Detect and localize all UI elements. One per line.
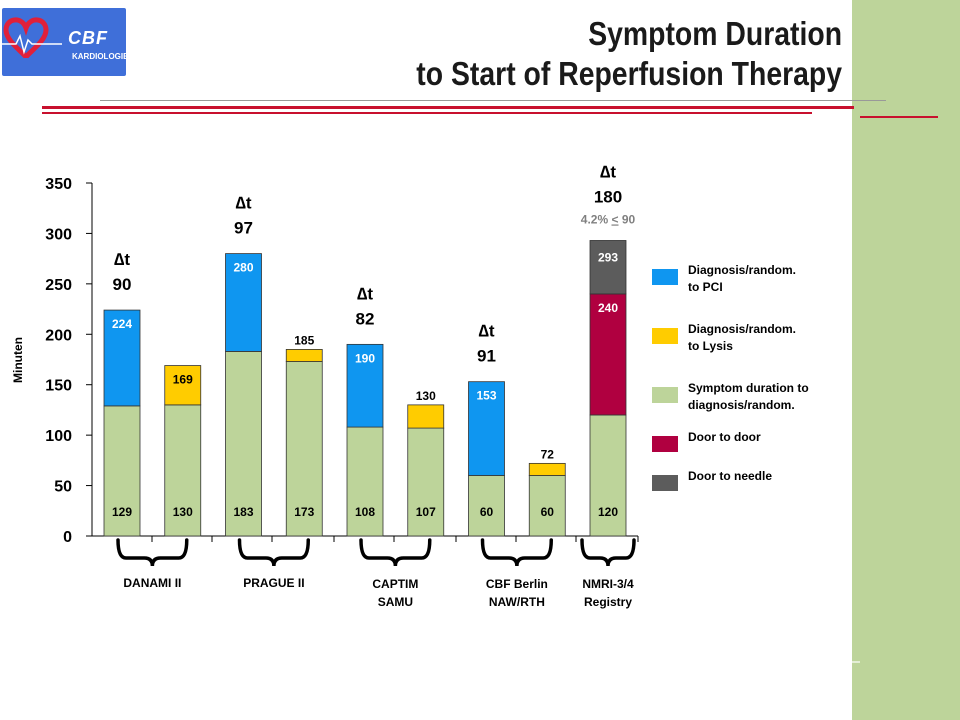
logo-text: CBF (68, 28, 108, 48)
delta-t-symbol: ∆t (235, 194, 251, 213)
ecg-decoration (775, 647, 860, 673)
bar-pci-segment (346, 343, 384, 428)
chart-axes: 0 50 100 150 200 250 300 350 Minuten (11, 176, 639, 546)
data-label-extra: 293 (598, 250, 618, 264)
data-label-base: 60 (480, 505, 494, 519)
slide-title-line1: Symptom Duration (588, 15, 842, 52)
y-tick-label: 350 (45, 176, 72, 193)
data-label-top: 280 (233, 261, 253, 275)
data-label-base: 130 (173, 505, 193, 519)
legend-label-pci: to PCI (688, 280, 723, 294)
group-brace (480, 538, 553, 567)
bar-symptom-segment (528, 475, 566, 537)
legend-label-lysis: to Lysis (688, 339, 733, 353)
bar-symptom-segment (164, 404, 202, 537)
data-label-top: 224 (112, 317, 132, 331)
side-band (852, 0, 960, 720)
data-label-top: 169 (173, 373, 193, 387)
y-tick-label: 250 (45, 277, 72, 294)
bar-symptom-segment (285, 361, 323, 537)
title-rule-red-3 (860, 116, 938, 118)
legend-swatch-symptom (652, 387, 678, 403)
bar-lysis-segment (285, 349, 323, 362)
delta-t-symbol: ∆t (357, 284, 373, 303)
legend-label-symptom: Symptom duration to (688, 381, 809, 395)
group-label: DANAMI II (123, 576, 181, 590)
delta-t-value: 82 (356, 309, 375, 328)
bar-pci-segment (103, 309, 141, 407)
chart-legend: Diagnosis/random. to PCI Diagnosis/random.… (652, 263, 809, 491)
legend-label-door_to_needle: Door to needle (688, 469, 772, 483)
legend-swatch-pci (652, 269, 678, 285)
cbf-logo: CBF KARDIOLOGIE (2, 8, 126, 76)
data-label-top: 185 (294, 333, 314, 347)
data-label-base: 60 (541, 505, 555, 519)
chart-labels: 129 224 130 169 183 280 173 185 108 190 107 130 60 15… (112, 162, 636, 519)
data-label-top: 190 (355, 351, 375, 365)
legend-label-symptom: diagnosis/random. (688, 398, 795, 412)
title-rule-red-1 (42, 106, 854, 109)
group-brace (359, 538, 432, 567)
title-rule-red-2 (42, 112, 812, 114)
delta-t-value: 97 (234, 219, 253, 238)
y-tick-label: 50 (54, 479, 72, 496)
slide-title: Symptom Duration to Start of Reperfusion… (416, 14, 842, 94)
bar-symptom-segment (346, 426, 384, 537)
group-label: Registry (584, 595, 632, 609)
legend-label-door_to_door: Door to door (688, 430, 761, 444)
title-rule-thin (100, 100, 886, 101)
bar-lysis-segment (164, 365, 202, 406)
y-tick-label: 150 (45, 378, 72, 395)
data-label-base: 120 (598, 505, 618, 519)
legend-swatch-door_to_door (652, 436, 678, 452)
group-brace (237, 538, 310, 567)
group-label: NAW/RTH (489, 595, 545, 609)
chart-bars (103, 240, 627, 537)
y-tick-label: 0 (63, 529, 72, 546)
delta-t-symbol: ∆t (600, 162, 616, 181)
bar-pci-segment (225, 253, 262, 352)
legend-label-lysis: Diagnosis/random. (688, 322, 796, 336)
bar-lysis-segment (407, 404, 445, 429)
legend-swatch-lysis (652, 328, 678, 344)
slide-title-line2: to Start of Reperfusion Therapy (416, 55, 842, 92)
data-label-base: 108 (355, 505, 375, 519)
legend-label-pci: Diagnosis/random. (688, 263, 796, 277)
delta-t-symbol: ∆t (114, 250, 130, 269)
y-tick-label: 200 (45, 327, 72, 344)
bar-symptom-segment (103, 405, 141, 537)
bar-door_to_needle-segment (589, 240, 627, 295)
group-label: PRAGUE II (243, 576, 304, 590)
chart-groups: DANAMI II PRAGUE II CAPTIM SAMU CBF Berlin NA… (116, 538, 636, 609)
data-label-top: 240 (598, 301, 618, 315)
group-label: CAPTIM (372, 577, 418, 591)
data-label-base: 173 (294, 505, 314, 519)
bar-symptom-segment (407, 427, 445, 537)
group-label: NMRI-3/4 (582, 577, 634, 591)
delta-t-value: 91 (477, 347, 496, 366)
delta-t-symbol: ∆t (478, 322, 494, 341)
logo-subtext: KARDIOLOGIE (72, 52, 126, 61)
bar-lysis-segment (528, 462, 566, 476)
data-label-base: 183 (233, 505, 253, 519)
delta-t-note: 4.2% < 90 (581, 212, 636, 226)
y-tick-label: 300 (45, 226, 72, 243)
delta-t-value: 90 (113, 275, 132, 294)
heart-logo-icon (2, 17, 62, 60)
y-tick-label: 100 (45, 428, 72, 445)
legend-swatch-door_to_needle (652, 475, 678, 491)
delta-t-value: 180 (594, 187, 622, 206)
bar-pci-segment (468, 381, 505, 476)
group-brace (580, 538, 636, 567)
y-axis-label: Minuten (11, 337, 25, 383)
group-label: SAMU (378, 595, 413, 609)
group-label: CBF Berlin (486, 577, 548, 591)
data-label-base: 107 (416, 505, 436, 519)
data-label-top: 130 (416, 389, 436, 403)
group-brace (116, 538, 189, 567)
data-label-top: 153 (476, 389, 496, 403)
data-label-base: 129 (112, 505, 132, 519)
data-label-top: 72 (541, 447, 555, 461)
